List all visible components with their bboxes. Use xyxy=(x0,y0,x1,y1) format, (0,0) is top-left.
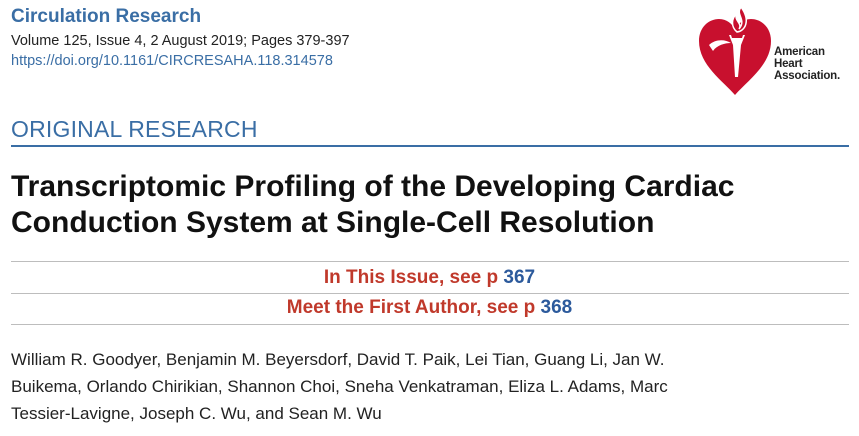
author-list: William R. Goodyer, Benjamin M. Beyersdo… xyxy=(11,346,841,427)
doi-link[interactable]: https://doi.org/10.1161/CIRCRESAHA.118.3… xyxy=(11,53,333,69)
in-this-issue-text: In This Issue, see p xyxy=(323,267,499,288)
in-this-issue-page-link[interactable]: 367 xyxy=(503,267,536,288)
divider xyxy=(11,324,849,325)
section-divider xyxy=(11,145,849,147)
aha-logo: American Heart Association. xyxy=(695,5,855,97)
journal-name[interactable]: Circulation Research xyxy=(11,6,202,27)
title-line: Transcriptomic Profiling of the Developi… xyxy=(11,170,735,203)
author-line[interactable]: Tessier-Lavigne, Joseph C. Wu, and Sean … xyxy=(11,404,382,423)
meet-author-text: Meet the First Author, see p xyxy=(286,297,536,318)
meet-author-note: Meet the First Author, see p 368 xyxy=(0,297,859,319)
divider xyxy=(11,261,849,262)
aha-wordmark: American Heart Association. xyxy=(774,46,840,82)
article-section-label[interactable]: ORIGINAL RESEARCH xyxy=(11,116,258,142)
meet-author-page-link[interactable]: 368 xyxy=(540,297,573,318)
aha-wordmark-line: Heart xyxy=(774,58,803,70)
author-line[interactable]: Buikema, Orlando Chirikian, Shannon Choi… xyxy=(11,377,668,396)
aha-wordmark-line: American xyxy=(774,46,825,58)
aha-wordmark-line: Association. xyxy=(774,70,840,82)
article-title: Transcriptomic Profiling of the Developi… xyxy=(11,169,831,241)
divider xyxy=(11,293,849,294)
heart-torch-icon xyxy=(699,5,771,95)
author-line[interactable]: William R. Goodyer, Benjamin M. Beyersdo… xyxy=(11,350,665,369)
title-line: Conduction System at Single-Cell Resolut… xyxy=(11,206,655,239)
volume-info: Volume 125, Issue 4, 2 August 2019; Page… xyxy=(11,33,350,49)
in-this-issue-note: In This Issue, see p 367 xyxy=(0,267,859,289)
